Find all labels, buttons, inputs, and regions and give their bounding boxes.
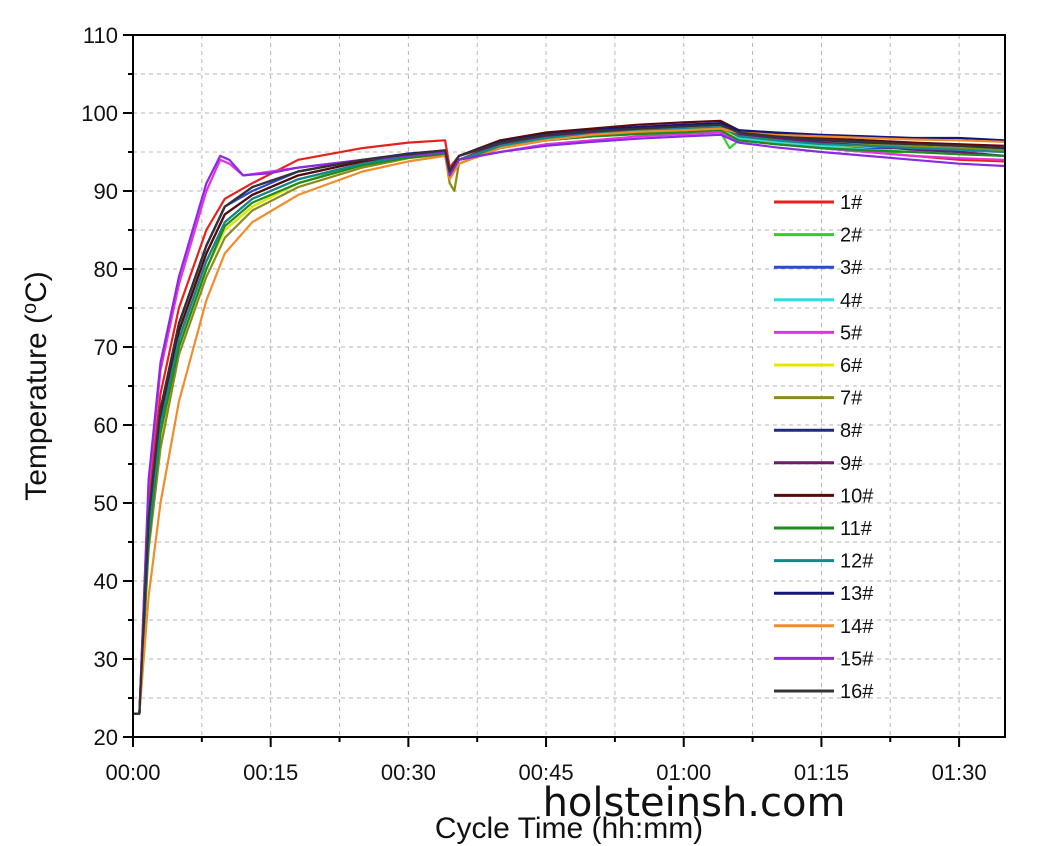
y-axis-title-superscript: o xyxy=(19,303,41,314)
legend-label: 3# xyxy=(840,257,863,279)
y-axis-title: Temperature (oC) xyxy=(19,271,53,501)
series-line-14 xyxy=(133,127,1006,715)
y-tick-label: 60 xyxy=(94,413,118,438)
axis-ticks: 20 30 40 50 60 70 80 90 100 110 00:00 00:15 00:30 00:… xyxy=(81,23,986,785)
legend-label: 8# xyxy=(840,420,863,442)
legend-label: 10# xyxy=(840,485,874,507)
y-tick-label: 90 xyxy=(94,179,118,204)
y-tick-label: 40 xyxy=(94,569,118,594)
legend-label: 6# xyxy=(840,355,863,377)
y-tick-label: 30 xyxy=(94,647,118,672)
watermark-text: holsteinsh.com xyxy=(543,780,846,826)
y-tick-label: 50 xyxy=(94,491,118,516)
x-tick-label: 00:00 xyxy=(105,760,160,785)
series-lines xyxy=(133,119,1006,715)
legend-label: 2# xyxy=(840,225,863,247)
legend-label: 4# xyxy=(840,290,863,312)
x-tick-label: 00:30 xyxy=(381,760,436,785)
legend-label: 15# xyxy=(840,648,874,670)
legend-label: 16# xyxy=(840,681,874,703)
legend-label: 5# xyxy=(840,322,863,344)
x-tick-label: 01:30 xyxy=(932,760,987,785)
x-tick-label: 01:15 xyxy=(794,760,849,785)
legend-label: 9# xyxy=(840,453,863,475)
y-tick-label: 20 xyxy=(94,725,118,750)
y-tick-label: 100 xyxy=(81,101,118,126)
x-tick-label: 01:00 xyxy=(656,760,711,785)
grid xyxy=(133,35,1005,737)
y-tick-label: 110 xyxy=(83,23,118,48)
legend-label: 13# xyxy=(840,583,874,605)
series-line-15 xyxy=(133,133,1006,715)
legend-label: 11# xyxy=(840,518,873,540)
legend-label: 7# xyxy=(840,388,863,410)
x-axis-title: Cycle Time (hh:mm) xyxy=(435,812,703,845)
y-tick-label: 80 xyxy=(94,257,118,282)
legend-label: 1# xyxy=(840,192,863,214)
x-tick-label: 00:45 xyxy=(519,760,574,785)
y-tick-label: 70 xyxy=(94,335,118,360)
legend-label: 14# xyxy=(840,616,874,638)
legend-label: 12# xyxy=(840,551,874,573)
legend: 1# 2# 3# 4# 5# 6# 7# 8# 9# 10# 11# 12# 13# 14# 15# 16# xyxy=(774,192,874,703)
x-tick-label: 00:15 xyxy=(243,760,298,785)
series-line-16 xyxy=(133,123,1006,715)
